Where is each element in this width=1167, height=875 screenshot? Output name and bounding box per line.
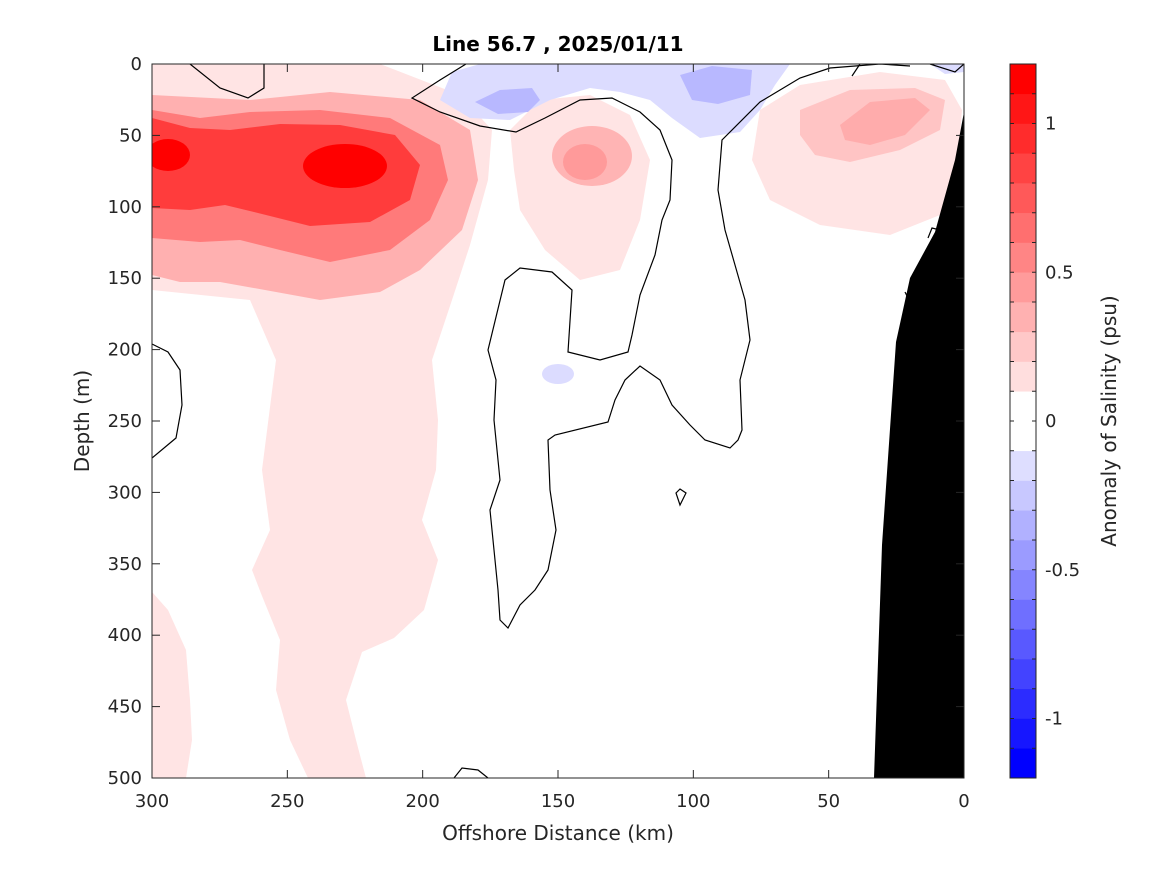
x-tick-label: 50 [817,791,840,812]
colorbar-swatch [1010,123,1036,154]
x-axis-label: Offshore Distance (km) [442,821,674,845]
y-tick-label: 250 [108,411,142,432]
colorbar-swatch [1010,391,1036,422]
zero-contour-1 [189,64,265,99]
colorbar-swatch [1010,629,1036,660]
x-tick-label: 250 [270,791,304,812]
y-tick-label: 200 [108,340,142,361]
x-tick-label: 200 [405,791,439,812]
colorbar-ticks: 1 0.5 0 -0.5 -1 [1045,114,1080,730]
colorbar-swatch [1010,450,1036,481]
colorbar-tick-label: -0.5 [1045,560,1080,581]
x-tick-label: 150 [541,791,575,812]
zero-contour-7 [453,767,489,778]
colorbar-swatch [1010,93,1036,124]
y-tick-label: 350 [108,554,142,575]
y-tick-label: 300 [108,482,142,503]
land-bathymetry [874,112,964,778]
colorbar-swatch [1010,659,1036,690]
x-tick-label: 0 [958,791,969,812]
colorbar-swatch [1010,480,1036,511]
contour-band-positive-peak-east [840,98,930,145]
colorbar-tick-label: -1 [1045,709,1063,730]
y-tick-label: 150 [108,268,142,289]
colorbar-tick-label: 0.5 [1045,262,1074,283]
y-tick-label: 450 [108,697,142,718]
y-axis: 0 50 100 150 200 250 300 350 400 450 500 [108,54,964,789]
contour-band-negative-small [542,364,574,384]
colorbar-label: Anomaly of Salinity (psu) [1097,295,1121,546]
y-tick-label: 500 [108,768,142,789]
contour-band-negative-core-west [475,88,540,114]
y-tick-label: 100 [108,197,142,218]
contour-band-positive-weak-deep [152,592,192,778]
zero-contour-6 [675,488,687,507]
colorbar-swatch [1010,421,1036,452]
colorbar-swatch [1010,540,1036,571]
colorbar-swatch [1010,302,1036,333]
colorbar-swatch [1010,718,1036,749]
colorbar-swatch [1010,361,1036,392]
colorbar-swatch [1010,688,1036,719]
colorbar-swatch [1010,64,1036,95]
zero-contour-4 [410,64,911,630]
colorbar-swatch [1010,331,1036,362]
contour-band-positive-peak-central [303,144,387,188]
plot-area [152,64,964,778]
contour-band-positive-peak-mid [563,144,607,180]
colorbar-swatch [1010,748,1036,779]
colorbar-swatch [1010,183,1036,214]
y-tick-label: 50 [119,125,142,146]
zero-contour-3 [929,64,964,73]
contour-band-negative-core-east [680,66,752,104]
zero-contours [152,64,964,778]
y-axis-label: Depth (m) [70,370,94,472]
colorbar-swatch [1010,212,1036,243]
x-tick-label: 300 [135,791,169,812]
colorbar-swatch [1010,153,1036,184]
chart-title: Line 56.7 , 2025/01/11 [432,32,683,56]
contour-band-positive-peak-west [152,139,190,171]
colorbar [1009,63,1037,779]
colorbar-tick-label: 1 [1045,114,1056,135]
colorbar-swatch [1010,272,1036,303]
x-tick-label: 100 [676,791,710,812]
x-axis: 300 250 200 150 100 50 0 [135,64,970,812]
colorbar-swatch [1010,242,1036,273]
colorbar-swatch [1010,510,1036,541]
colorbar-tick-label: 0 [1045,411,1056,432]
y-tick-label: 400 [108,625,142,646]
colorbar-swatch [1010,599,1036,630]
zero-contour-5 [152,343,183,459]
y-tick-label: 0 [131,54,142,75]
colorbar-swatch [1010,569,1036,600]
